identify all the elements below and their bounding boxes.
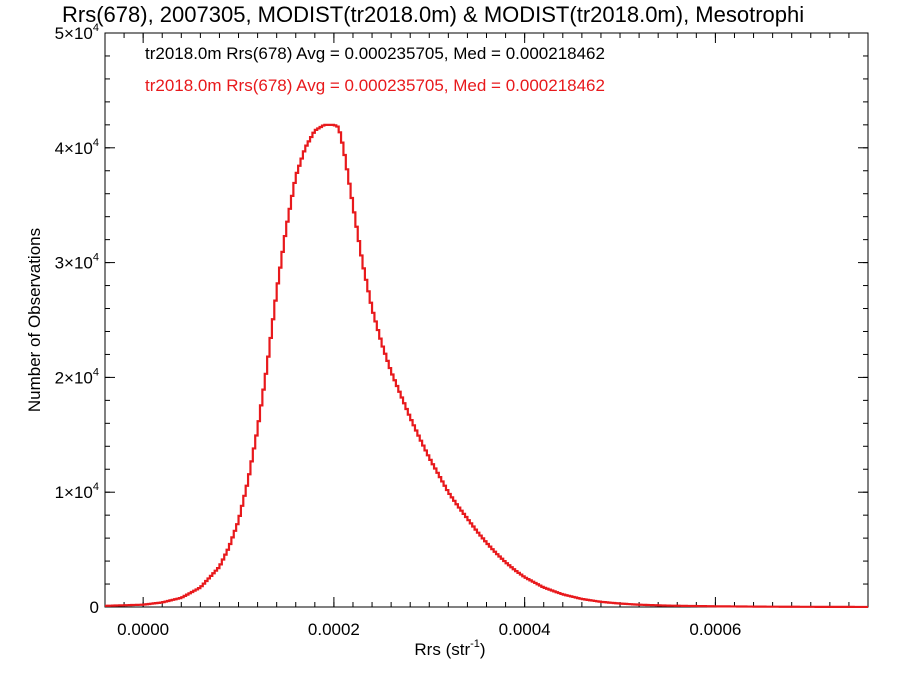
x-tick-label: 0.0004 (499, 620, 551, 639)
y-tick-label: 2×104 (55, 366, 99, 387)
x-axis-label: Rrs (str-1) (0, 638, 900, 660)
x-tick-label: 0.0000 (117, 620, 169, 639)
y-tick-label: 3×104 (55, 252, 99, 273)
x-axis-label-exp: -1 (470, 638, 480, 650)
y-tick-label: 1×104 (55, 481, 99, 502)
y-tick-label: 0 (90, 598, 99, 617)
y-axis: 0 1×104 2×104 3×104 4×104 5×104 (55, 22, 868, 617)
series-line (105, 123, 868, 609)
x-axis-label-end: ) (479, 640, 486, 659)
legend-entry-1: tr2018.0m Rrs(678) Avg = 0.000235705, Me… (145, 44, 605, 63)
x-axis: 0.0000 0.0002 0.0004 0.0006 (104, 33, 869, 639)
legend-entry-2: tr2018.0m Rrs(678) Avg = 0.000235705, Me… (145, 76, 605, 95)
chart-title: Rrs(678), 2007305, MODIST(tr2018.0m) & M… (62, 2, 805, 27)
plot-frame (104, 32, 869, 608)
series-group (105, 123, 868, 609)
y-axis-label: Number of Observations (25, 227, 44, 413)
y-tick-label: 5×104 (55, 22, 99, 43)
y-tick-label: 4×104 (55, 137, 99, 158)
x-tick-label: 0.0002 (308, 620, 360, 639)
x-tick-label: 0.0006 (689, 620, 741, 639)
x-axis-label-base: Rrs (str (414, 640, 471, 659)
